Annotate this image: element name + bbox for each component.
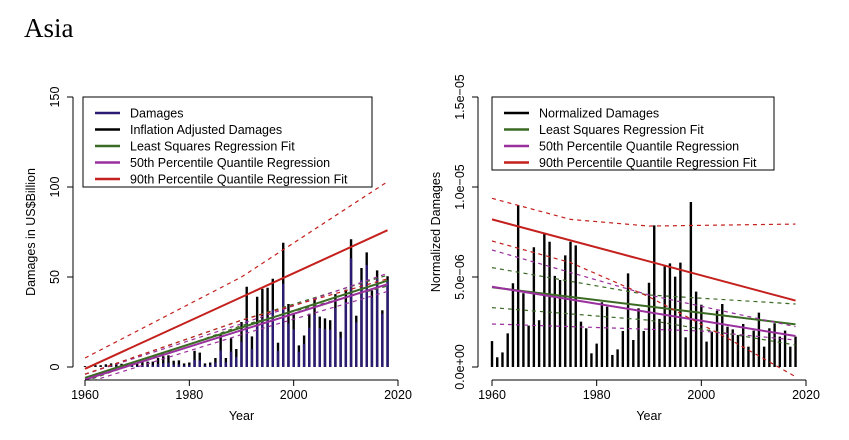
regression-line [491,218,796,302]
confidence-band-line [491,197,796,227]
y-tick-label: 0 [48,363,62,370]
confidence-band-line [93,290,388,380]
y-tick-label: 1.5e−05 [453,74,467,120]
x-tick-label: 1980 [583,388,611,402]
legend-entry: Least Squares Regression Fit [130,140,295,154]
regression-line [84,229,388,370]
legend-entry: 50th Percentile Quantile Regression [539,140,739,154]
legend-entry: Damages [130,107,184,121]
legend-entry: 90th Percentile Quantile Regression Fit [539,156,757,170]
legend-entry: Least Squares Regression Fit [539,123,704,137]
y-tick-label: 0.0e+00 [453,344,467,390]
x-tick-label: 2000 [280,388,308,402]
legend: Normalized Damages Least Squares Regressi… [491,96,775,171]
legend-entry: Inflation Adjusted Damages [130,123,282,137]
regression-line [84,279,388,379]
x-tick-label: 1960 [478,388,506,402]
x-axis-label: Year [636,409,661,423]
legend: Damages Inflation Adjusted Damages Least S… [82,96,373,188]
confidence-band-line [491,323,796,341]
confidence-band-line [491,249,796,328]
y-tick-label: 100 [48,177,62,198]
y-axis-label: Normalized Damages [429,172,443,292]
legend-entry: Normalized Damages [539,107,659,121]
legend-entry: 90th Percentile Quantile Regression Fit [130,173,348,187]
confidence-band-line [491,240,796,378]
y-tick-label: 1.0e−05 [453,164,467,210]
chart-panel-1: 0 50 100 150 1960 1980 2000 2020 Year Damages in … [24,87,412,423]
regression-line [491,286,796,326]
confidence-band-line [84,181,388,359]
confidence-band-line [491,267,796,305]
x-tick-label: 1960 [71,388,99,402]
confidence-band-line [84,278,388,375]
regression-line [84,283,388,380]
x-tick-label: 2020 [384,388,412,402]
y-axis-label: Damages in US$Billion [24,168,38,296]
chart-panel-2: 0.0e+00 5.0e−06 1.0e−05 1.5e−05 1960 1980 2000… [429,74,820,423]
y-tick-label: 150 [48,87,62,108]
confidence-band-line [491,307,796,346]
y-tick-label: 5.0e−06 [453,254,467,300]
x-tick-label: 1980 [175,388,203,402]
legend-box [491,96,775,171]
legend-box [82,96,373,188]
x-tick-label: 2000 [687,388,715,402]
x-tick-label: 2020 [792,388,820,402]
legend-entry: 50th Percentile Quantile Regression [130,156,330,170]
y-tick-label: 50 [48,270,62,284]
regression-line [491,285,796,338]
figure-title: Asia [24,13,74,43]
confidence-band-line [84,272,388,375]
x-axis-label: Year [229,409,254,423]
